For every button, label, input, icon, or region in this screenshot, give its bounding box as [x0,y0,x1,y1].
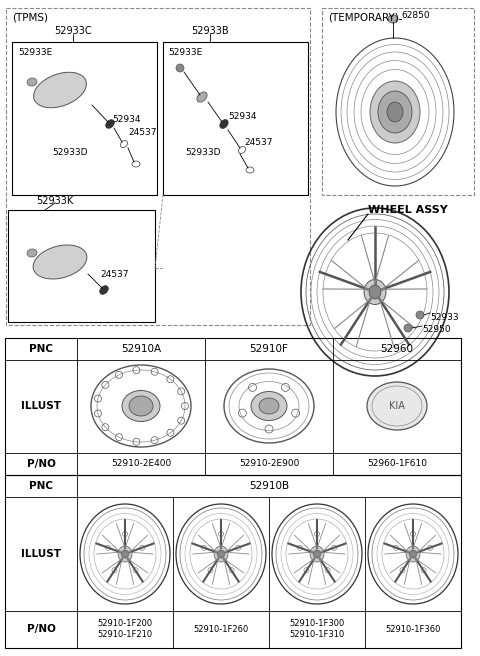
Text: 24537: 24537 [128,128,156,137]
Text: 52933B: 52933B [191,26,229,36]
Text: 52910F: 52910F [250,344,288,354]
Text: 52933E: 52933E [18,48,52,57]
Ellipse shape [214,546,228,562]
Ellipse shape [378,91,412,133]
Text: 52933D: 52933D [185,148,220,157]
Text: 52933: 52933 [430,313,458,322]
Ellipse shape [176,64,184,72]
Ellipse shape [220,119,228,129]
Ellipse shape [310,546,324,562]
Text: 24537: 24537 [100,270,129,279]
Bar [8,210,155,322]
Bar [12,42,157,195]
Circle shape [416,311,424,319]
Ellipse shape [197,92,207,102]
Bar [163,42,308,195]
Ellipse shape [34,72,86,108]
Text: 24537: 24537 [244,138,273,147]
Text: 52934: 52934 [228,112,256,121]
Ellipse shape [27,78,37,86]
Text: PNC: PNC [29,481,53,491]
Ellipse shape [367,382,427,430]
Bar [6,8,310,325]
Ellipse shape [251,392,287,420]
Bar [5,475,461,648]
Text: ILLUST: ILLUST [21,549,61,559]
Text: 52910-2E900: 52910-2E900 [239,459,299,468]
Ellipse shape [106,119,114,129]
Ellipse shape [121,550,129,558]
Text: 52910B: 52910B [249,481,289,491]
Ellipse shape [259,398,279,414]
Text: 52934: 52934 [112,115,141,124]
Text: 52910-1F200
52910-1F210: 52910-1F200 52910-1F210 [97,619,153,639]
Ellipse shape [100,285,108,295]
Text: KIA: KIA [389,401,405,411]
Ellipse shape [406,546,420,562]
Bar [322,8,474,195]
Text: 52910A: 52910A [121,344,161,354]
Ellipse shape [27,249,37,257]
Text: 52910-1F360: 52910-1F360 [385,625,441,634]
Ellipse shape [122,390,160,422]
Ellipse shape [33,245,87,279]
Ellipse shape [129,396,153,416]
Ellipse shape [217,550,225,558]
Circle shape [404,324,412,332]
Text: PNC: PNC [29,344,53,354]
Text: 52933K: 52933K [36,196,73,206]
Ellipse shape [387,102,403,122]
Ellipse shape [409,550,417,558]
Text: P/NO: P/NO [26,624,55,634]
Bar [5,338,461,475]
Text: WHEEL ASSY: WHEEL ASSY [368,205,448,215]
Ellipse shape [364,279,386,304]
Text: 62850: 62850 [401,12,430,20]
Text: 52933D: 52933D [52,148,87,157]
Text: (TPMS): (TPMS) [12,12,48,22]
Text: 52950: 52950 [422,325,451,334]
Text: 52910-1F260: 52910-1F260 [193,625,249,634]
Ellipse shape [388,15,398,23]
Text: P/NO: P/NO [26,459,55,469]
Text: (TEMPORARY): (TEMPORARY) [328,12,399,22]
Text: 52960-1F610: 52960-1F610 [367,459,427,468]
Ellipse shape [369,285,381,299]
Text: 52910-1F300
52910-1F310: 52910-1F300 52910-1F310 [289,619,345,639]
Text: ILLUST: ILLUST [21,401,61,411]
Text: 52910-2E400: 52910-2E400 [111,459,171,468]
Text: 52960: 52960 [381,344,413,354]
Ellipse shape [118,546,132,562]
Ellipse shape [313,550,321,558]
Text: 52933C: 52933C [54,26,92,36]
Ellipse shape [370,81,420,143]
Text: 52933E: 52933E [168,48,202,57]
